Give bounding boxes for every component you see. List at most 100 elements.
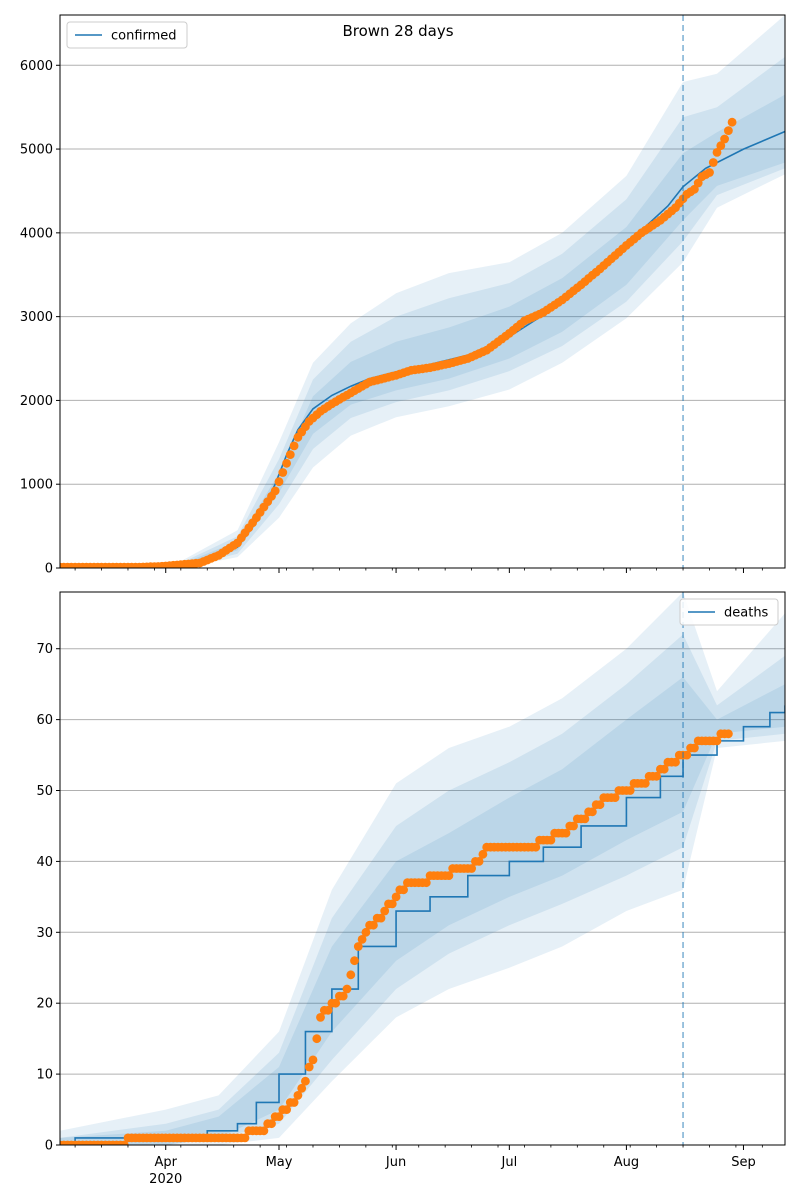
observed-point — [380, 906, 390, 916]
y-tick-label: 50 — [36, 784, 53, 799]
observed-point — [712, 736, 722, 746]
x-tick-label: Jul — [501, 1155, 518, 1170]
y-tick-label: 60 — [36, 713, 53, 728]
observed-point — [712, 148, 722, 157]
y-tick-label: 2000 — [20, 394, 53, 409]
observed-point — [391, 892, 401, 902]
y-tick-label: 0 — [45, 1139, 53, 1154]
observed-point — [293, 1091, 303, 1100]
observed-point — [259, 1126, 269, 1136]
legend-box — [66, 21, 188, 49]
observed-point — [361, 927, 371, 937]
legend-label: confirmed — [111, 29, 177, 44]
observed-point — [682, 750, 692, 760]
observed-point — [278, 468, 288, 477]
axes-frame — [59, 14, 786, 569]
observed-point — [323, 1005, 333, 1015]
observed-point — [376, 913, 386, 923]
chart-title: Brown 28 days — [342, 22, 453, 40]
uncertainty-band — [60, 634, 785, 1145]
observed-point — [270, 486, 280, 496]
y-tick-label: 10 — [36, 1068, 53, 1083]
observed-point — [478, 849, 488, 859]
observed-point — [652, 771, 661, 781]
observed-point — [346, 970, 356, 980]
legend-box — [679, 598, 779, 626]
observed-point — [282, 1105, 291, 1114]
model-line — [60, 705, 785, 1145]
observed-point — [546, 835, 556, 845]
observed-point — [640, 779, 650, 788]
observed-point — [274, 477, 284, 487]
observed-point — [338, 991, 348, 1001]
y-tick-label: 3000 — [20, 310, 53, 325]
observed-point — [353, 942, 363, 951]
observed-point — [369, 920, 378, 930]
x-tick-label: Apr — [154, 1155, 177, 1170]
observed-point — [580, 814, 590, 824]
observed-point — [316, 1013, 325, 1022]
observed-point — [289, 1098, 299, 1107]
y-tick-label: 5000 — [20, 143, 53, 158]
y-tick-label: 0 — [45, 562, 53, 577]
observed-point — [240, 1133, 250, 1143]
observed-point — [708, 158, 718, 167]
observed-point — [531, 842, 541, 852]
plot-area — [60, 592, 785, 1145]
y-tick-label: 1000 — [20, 478, 53, 493]
observed-point — [274, 1112, 284, 1121]
observed-point — [595, 800, 605, 810]
observed-point — [716, 141, 726, 151]
observed-point — [659, 764, 669, 774]
observed-point — [625, 786, 635, 795]
x-tick-label: Sep — [731, 1155, 756, 1170]
observed-point — [720, 134, 729, 144]
observed-point — [304, 1062, 314, 1072]
y-tick-label: 6000 — [20, 59, 53, 74]
observed-point — [727, 117, 737, 127]
y-tick-label: 70 — [36, 642, 53, 657]
y-tick-label: 4000 — [20, 226, 53, 241]
observed-point — [690, 184, 699, 194]
observed-point — [267, 1119, 276, 1129]
observed-point — [421, 878, 431, 888]
observed-point — [561, 828, 571, 838]
y-tick-label: 40 — [36, 855, 53, 870]
uncertainty-band — [60, 94, 785, 568]
observed-point — [301, 1076, 310, 1086]
legend-label: deaths — [724, 606, 769, 621]
x-tick-label: Jun — [385, 1155, 406, 1170]
x-tick-sublabel: 2020 — [149, 1172, 182, 1187]
observed-point — [610, 793, 620, 802]
observed-point — [357, 935, 367, 944]
observed-point — [474, 857, 484, 866]
observed-point — [671, 757, 680, 767]
observed-point — [297, 1083, 307, 1093]
observed-point — [342, 984, 352, 994]
observed-point — [285, 450, 295, 459]
axes-frame — [59, 591, 786, 1146]
observed-point — [724, 729, 733, 739]
uncertainty-band — [60, 15, 785, 568]
deaths-panel: 0 10 20 30 40 50 60 70 Apr 2020 May Jun Jul Aug Sep dea… — [36, 591, 786, 1187]
observed-point — [569, 821, 578, 831]
observed-point — [308, 1055, 318, 1065]
x-tick-label: Aug — [614, 1155, 639, 1170]
y-tick-label: 20 — [36, 997, 53, 1012]
observed-point — [690, 743, 699, 753]
observed-point — [289, 441, 299, 451]
observed-point — [350, 956, 359, 966]
observed-point — [331, 998, 341, 1008]
observed-point — [312, 1034, 322, 1044]
observed-point — [399, 885, 408, 895]
observed-point — [588, 807, 597, 817]
observed-point — [724, 126, 733, 135]
x-tick-label: May — [266, 1155, 293, 1170]
legend: confirmed — [66, 21, 188, 49]
uncertainty-band — [60, 56, 785, 568]
observed-point — [282, 458, 291, 468]
observed-point — [705, 168, 714, 177]
y-tick-label: 30 — [36, 926, 53, 941]
confirmed-panel: 0 1000 2000 3000 4000 5000 6000 confirmed — [20, 14, 786, 577]
